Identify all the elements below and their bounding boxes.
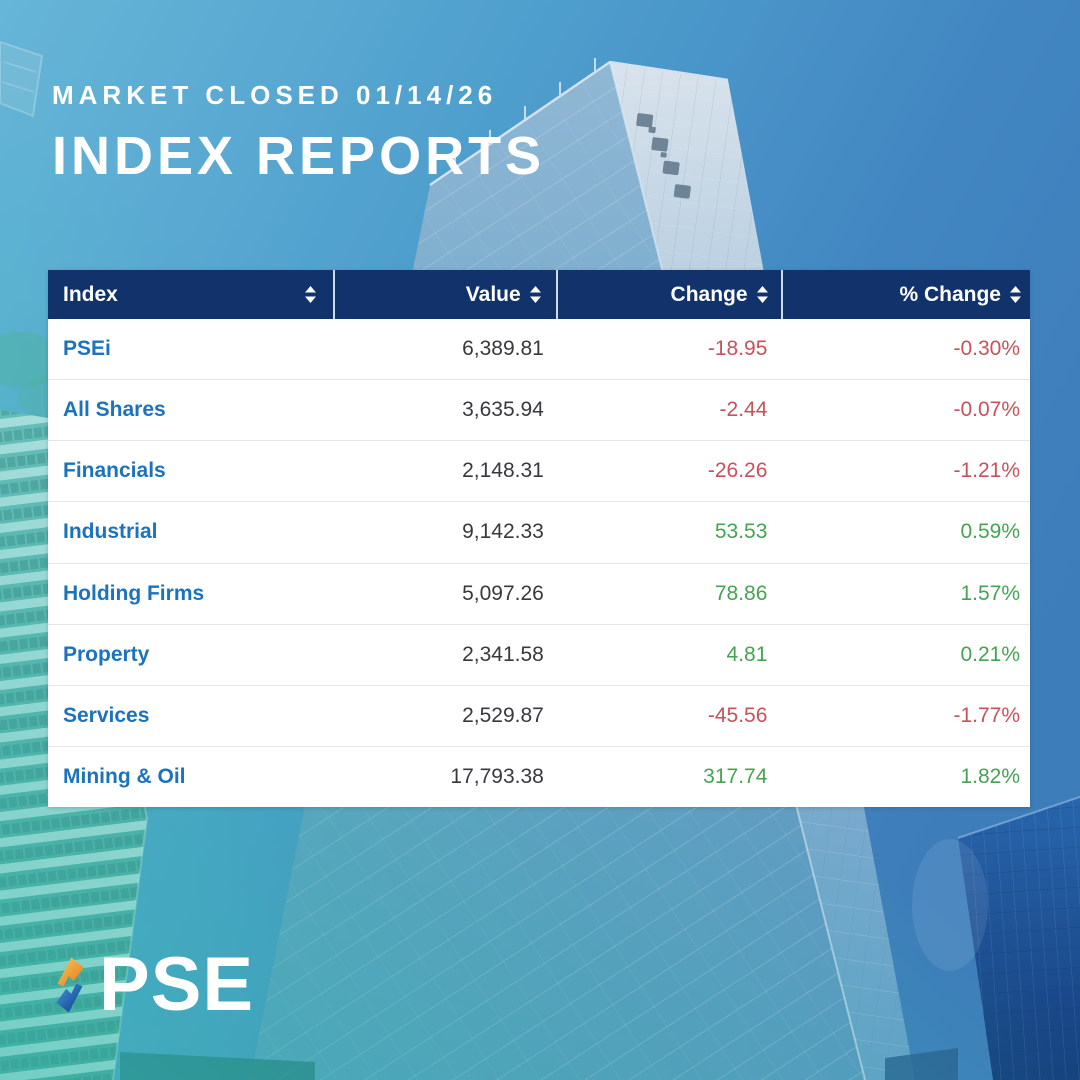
table-row: Holding Firms 5,097.26 78.86 1.57% — [48, 562, 1030, 624]
pse-logo: PSE — [50, 942, 254, 1028]
pse-logo-mark-icon — [56, 957, 84, 1013]
index-change: -45.56 — [707, 703, 768, 727]
page-title: INDEX REPORTS — [52, 126, 546, 186]
table-row: Property 2,341.58 4.81 0.21% — [48, 623, 1030, 685]
index-change: 4.81 — [726, 642, 768, 666]
index-change: 78.86 — [714, 581, 768, 605]
index-pct-change: -0.30% — [953, 337, 1020, 361]
index-change: 317.74 — [703, 764, 768, 788]
index-value: 5,097.26 — [462, 581, 544, 605]
column-header-value[interactable]: Value — [332, 270, 556, 319]
index-value: 3,635.94 — [462, 398, 544, 422]
pse-logo-text: PSE — [99, 942, 255, 1027]
table-body: PSEi 6,389.81 -18.95 -0.30% All Shares 3… — [48, 319, 1030, 807]
index-name: Industrial — [63, 520, 158, 544]
sort-icon — [304, 286, 316, 303]
index-name: Property — [63, 642, 150, 666]
index-name: Mining & Oil — [63, 764, 186, 788]
table-row: All Shares 3,635.94 -2.44 -0.07% — [48, 379, 1030, 441]
index-pct-change: 0.59% — [960, 520, 1020, 544]
column-label: % Change — [899, 282, 1001, 306]
index-pct-change: -1.21% — [953, 459, 1020, 483]
index-value: 17,793.38 — [450, 764, 544, 788]
index-pct-change: -0.07% — [953, 398, 1020, 422]
index-table: Index Value Change — [48, 270, 1030, 807]
index-name: Holding Firms — [63, 581, 205, 605]
table-row: PSEi 6,389.81 -18.95 -0.30% — [48, 319, 1030, 380]
table-row: Industrial 9,142.33 53.53 0.59% — [48, 501, 1030, 563]
index-name: All Shares — [63, 398, 166, 422]
column-header-index[interactable]: Index — [48, 270, 333, 319]
index-value: 2,341.58 — [462, 642, 544, 666]
sort-icon — [1009, 286, 1021, 303]
table-row: Mining & Oil 17,793.38 317.74 1.82% — [48, 745, 1030, 807]
column-label: Value — [465, 282, 521, 306]
index-pct-change: 0.21% — [960, 642, 1020, 666]
index-change: -2.44 — [719, 398, 768, 422]
sort-icon — [756, 286, 768, 303]
index-value: 6,389.81 — [462, 337, 544, 361]
index-change: -26.26 — [707, 459, 768, 483]
index-name: PSEi — [63, 337, 111, 361]
table-row: Financials 2,148.31 -26.26 -1.21% — [48, 440, 1030, 502]
column-header-pct-change[interactable]: % Change — [780, 270, 1030, 319]
index-value: 2,529.87 — [462, 703, 544, 727]
market-status-label: MARKET CLOSED 01/14/26 — [52, 80, 498, 110]
column-label: Index — [63, 282, 118, 306]
index-change: 53.53 — [714, 520, 768, 544]
index-name: Services — [63, 703, 150, 727]
index-name: Financials — [63, 459, 166, 483]
index-value: 9,142.33 — [462, 520, 544, 544]
index-pct-change: 1.57% — [960, 581, 1020, 605]
sort-icon — [529, 286, 541, 303]
index-change: -18.95 — [707, 337, 768, 361]
table-row: Services 2,529.87 -45.56 -1.77% — [48, 684, 1030, 746]
index-pct-change: 1.82% — [960, 764, 1020, 788]
table-header-row: Index Value Change — [48, 270, 1030, 319]
index-pct-change: -1.77% — [953, 703, 1020, 727]
header-block: MARKET CLOSED 01/14/26 INDEX REPORTS — [52, 80, 545, 187]
index-value: 2,148.31 — [462, 459, 544, 483]
column-header-change[interactable]: Change — [555, 270, 781, 319]
column-label: Change — [670, 282, 748, 306]
